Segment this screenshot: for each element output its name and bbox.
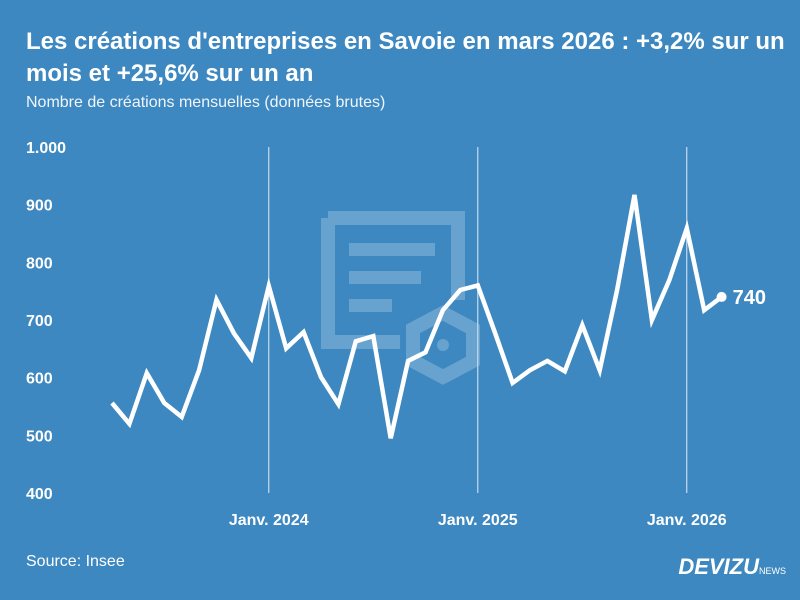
y-tick-label: 700 <box>26 313 53 330</box>
y-tick-label: 500 <box>26 428 53 445</box>
chart-subtitle: Nombre de créations mensuelles (données … <box>26 94 386 111</box>
logo-main: DEVIZU <box>678 554 759 579</box>
logo-suffix: NEWS <box>759 566 786 576</box>
x-tick-label: Janv. 2024 <box>229 512 309 529</box>
chart-title: Les créations d'entreprises en Savoie en… <box>26 28 785 87</box>
y-tick-label: 1.000 <box>26 140 66 157</box>
data-point <box>716 291 727 302</box>
source-note: Source: Insee <box>26 553 125 570</box>
logo: DEVIZUNEWS <box>678 554 786 580</box>
y-tick-label: 900 <box>26 198 53 215</box>
document-icon <box>321 211 480 385</box>
series-line <box>110 194 723 439</box>
y-tick-label: 600 <box>26 371 53 388</box>
y-tick-label: 400 <box>26 486 53 503</box>
x-tick-label: Janv. 2025 <box>438 512 518 529</box>
last-value-label: 740 <box>733 287 766 309</box>
x-tick-label: Janv. 2026 <box>647 512 727 529</box>
y-tick-label: 800 <box>26 255 53 272</box>
